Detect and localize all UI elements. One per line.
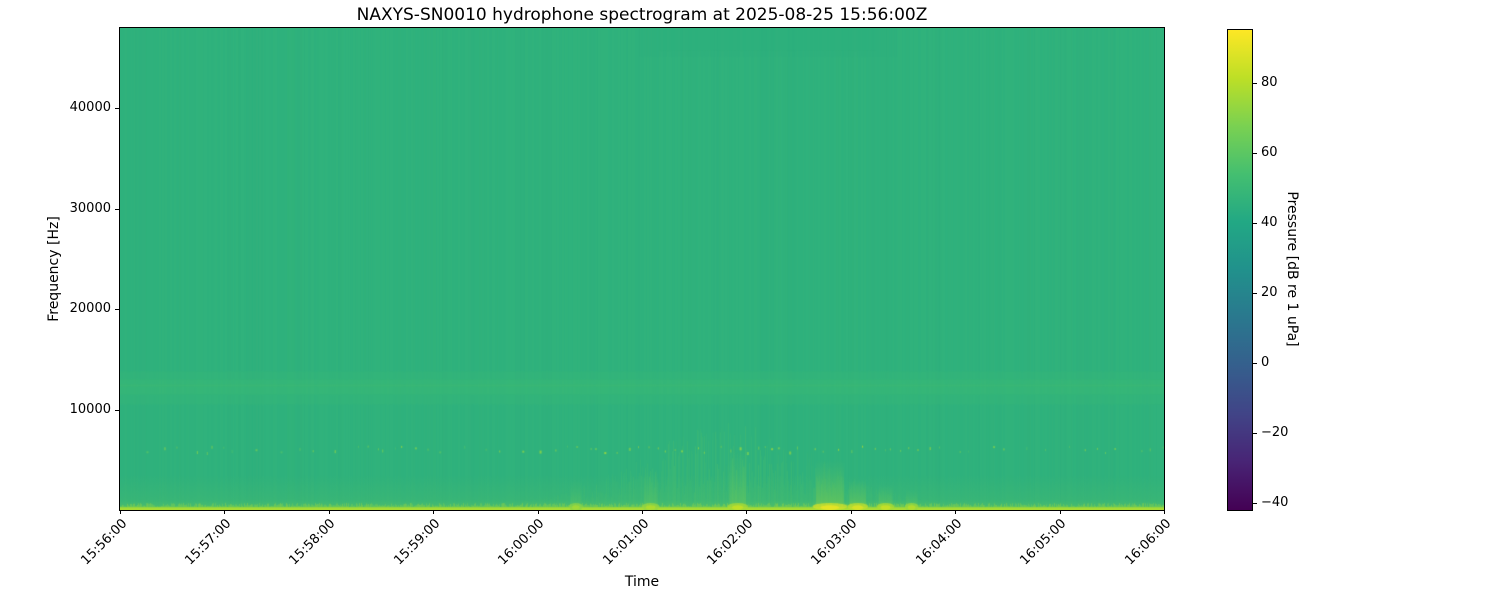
colorbar-tick-label: 80 xyxy=(1261,74,1278,90)
x-axis-label: Time xyxy=(624,574,660,590)
x-tick-mark xyxy=(328,510,330,514)
colorbar-label: Pressure [dB re 1 uPa] xyxy=(1284,191,1300,347)
y-tick-label: 30000 xyxy=(69,200,111,216)
spectrogram-image xyxy=(120,28,1164,510)
y-tick-mark xyxy=(115,309,119,311)
x-tick-mark xyxy=(955,510,957,514)
x-tick-mark xyxy=(120,510,121,514)
x-tick-label: 16:03:00 xyxy=(808,516,861,569)
y-tick-mark xyxy=(115,409,119,411)
colorbar-tick-mark xyxy=(1253,362,1257,364)
colorbar-tick-label: −20 xyxy=(1261,424,1289,440)
x-tick-mark xyxy=(850,510,852,514)
colorbar-tick-label: 0 xyxy=(1261,354,1270,370)
x-tick-mark xyxy=(537,510,539,514)
y-tick-label: 20000 xyxy=(69,301,111,317)
x-tick-mark xyxy=(433,510,435,514)
x-tick-label: 16:00:00 xyxy=(495,516,548,569)
x-tick-label: 16:04:00 xyxy=(913,516,966,569)
y-tick-mark xyxy=(115,208,119,210)
colorbar-tick-mark xyxy=(1253,432,1257,434)
y-tick-label: 40000 xyxy=(69,100,111,116)
colorbar-tick-mark xyxy=(1253,292,1257,294)
colorbar-tick-label: 20 xyxy=(1261,284,1278,300)
colorbar-tick-mark xyxy=(1253,222,1257,224)
colorbar-tick-label: 40 xyxy=(1261,214,1278,230)
spectrogram-plot-area xyxy=(119,27,1165,511)
x-tick-mark xyxy=(746,510,748,514)
x-tick-label: 16:02:00 xyxy=(704,516,757,569)
x-tick-mark xyxy=(642,510,643,514)
y-axis-label: Frequency [Hz] xyxy=(46,216,62,322)
colorbar-tick-mark xyxy=(1253,82,1257,84)
x-tick-mark xyxy=(1164,510,1165,514)
colorbar-tick-mark xyxy=(1253,503,1257,504)
x-tick-label: 15:57:00 xyxy=(182,516,235,569)
x-tick-label: 16:01:00 xyxy=(600,516,652,569)
x-tick-label: 16:06:00 xyxy=(1122,516,1174,569)
y-tick-label: 10000 xyxy=(69,401,111,417)
x-tick-label: 15:58:00 xyxy=(286,516,339,569)
x-tick-label: 15:59:00 xyxy=(391,516,444,569)
x-tick-mark xyxy=(1059,510,1061,514)
colorbar-tick-mark xyxy=(1253,152,1257,154)
y-tick-mark xyxy=(115,108,119,110)
chart-title: NAXYS-SN0010 hydrophone spectrogram at 2… xyxy=(356,5,928,25)
colorbar-tick-label: 60 xyxy=(1261,144,1278,160)
x-tick-label: 16:05:00 xyxy=(1017,516,1070,569)
x-tick-label: 15:56:00 xyxy=(78,516,130,569)
colorbar-tick-label: −40 xyxy=(1261,495,1289,510)
colorbar xyxy=(1227,29,1253,511)
x-tick-mark xyxy=(224,510,226,514)
